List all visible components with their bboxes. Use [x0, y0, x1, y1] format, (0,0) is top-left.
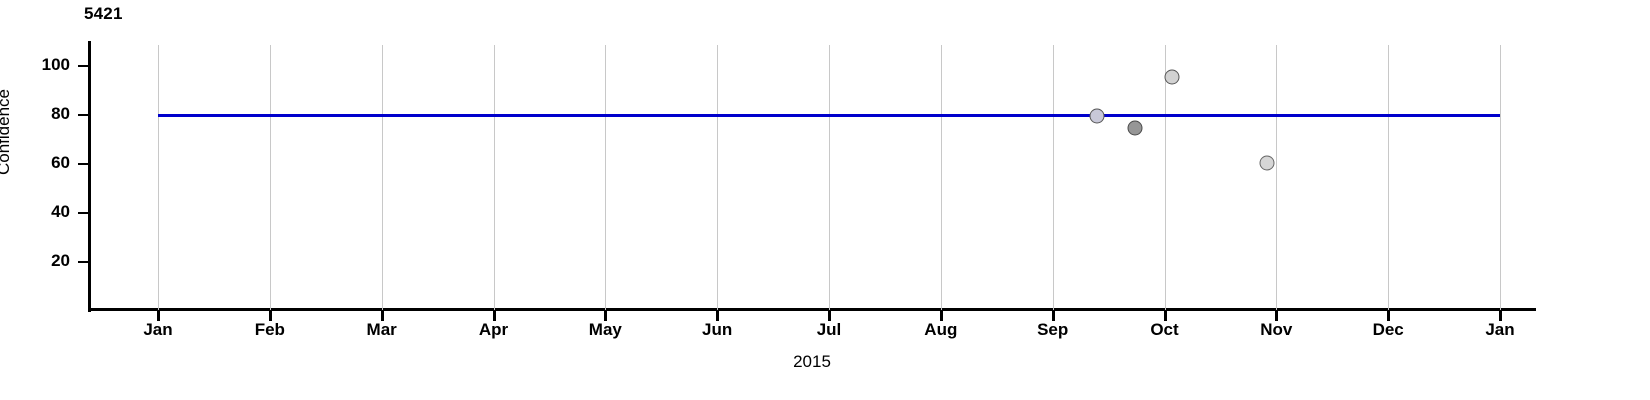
- x-tick-jul-6: [828, 311, 831, 321]
- gridline-jul-6: [829, 45, 830, 310]
- x-axis-line: [88, 308, 1536, 311]
- y-tick-label-80: 80: [51, 103, 70, 123]
- x-tick-label-jan-12: Jan: [1485, 320, 1515, 339]
- y-tick-60: [78, 162, 88, 165]
- x-tick-label-nov-10: Nov: [1260, 320, 1293, 339]
- gridline-sep-8: [1052, 45, 1054, 310]
- gridline-jun-5: [717, 45, 719, 310]
- y-tick-100: [78, 64, 88, 67]
- y-tick-label-100: 100: [41, 54, 70, 74]
- plot-area: [88, 45, 1501, 310]
- threshold-line: [158, 113, 1500, 117]
- x-tick-mar-2: [380, 311, 384, 321]
- x-tick-label-jun-5: Jun: [702, 320, 733, 339]
- gridline-may-4: [605, 45, 607, 310]
- x-tick-feb-1: [268, 311, 272, 321]
- chart-title: 5421: [84, 4, 123, 23]
- y-tick-80: [78, 113, 88, 116]
- x-tick-jan-12: [1499, 311, 1502, 321]
- x-tick-label-mar-2: Mar: [366, 320, 397, 339]
- gridline-oct-9: [1164, 45, 1166, 310]
- x-tick-label-apr-3: Apr: [478, 320, 509, 339]
- y-tick-label-20: 20: [51, 250, 70, 270]
- x-tick-label-may-4: May: [588, 320, 622, 339]
- x-tick-nov-10: [1275, 311, 1279, 321]
- x-tick-label-aug-7: Aug: [924, 320, 958, 339]
- y-axis-line: [88, 41, 91, 312]
- x-axis-title: 2015: [793, 352, 831, 371]
- x-tick-label-jul-6: Jul: [816, 320, 842, 339]
- data-point-4[interactable]: [1259, 155, 1275, 171]
- data-point-2[interactable]: [1127, 120, 1143, 136]
- y-tick-label-60: 60: [51, 152, 70, 172]
- gridline-jan-12: [1500, 45, 1501, 310]
- data-point-1[interactable]: [1089, 108, 1105, 124]
- y-tick-label-40: 40: [51, 201, 70, 221]
- y-tick-20: [78, 260, 88, 263]
- x-tick-may-4: [604, 311, 608, 321]
- data-point-3[interactable]: [1164, 69, 1180, 85]
- x-tick-label-feb-1: Feb: [254, 320, 285, 339]
- x-tick-label-jan-0: Jan: [143, 320, 173, 339]
- x-tick-apr-3: [492, 311, 496, 321]
- x-tick-label-dec-11: Dec: [1372, 320, 1404, 339]
- x-tick-oct-9: [1163, 311, 1167, 321]
- x-tick-dec-11: [1387, 311, 1391, 321]
- x-tick-jan-0: [157, 311, 160, 321]
- x-tick-sep-8: [1051, 311, 1055, 321]
- x-tick-jun-5: [716, 311, 720, 321]
- x-tick-aug-7: [939, 311, 943, 321]
- y-tick-40: [78, 211, 88, 214]
- gridline-dec-11: [1388, 45, 1390, 310]
- x-tick-label-sep-8: Sep: [1037, 320, 1069, 339]
- gridline-aug-7: [940, 45, 942, 310]
- gridline-jan-0: [158, 45, 159, 310]
- gridline-apr-3: [493, 45, 495, 310]
- gridline-mar-2: [381, 45, 383, 310]
- gridline-feb-1: [269, 45, 271, 310]
- gridline-nov-10: [1276, 45, 1278, 310]
- y-axis-title: Confidence: [0, 88, 13, 175]
- x-tick-label-oct-9: Oct: [1150, 320, 1179, 339]
